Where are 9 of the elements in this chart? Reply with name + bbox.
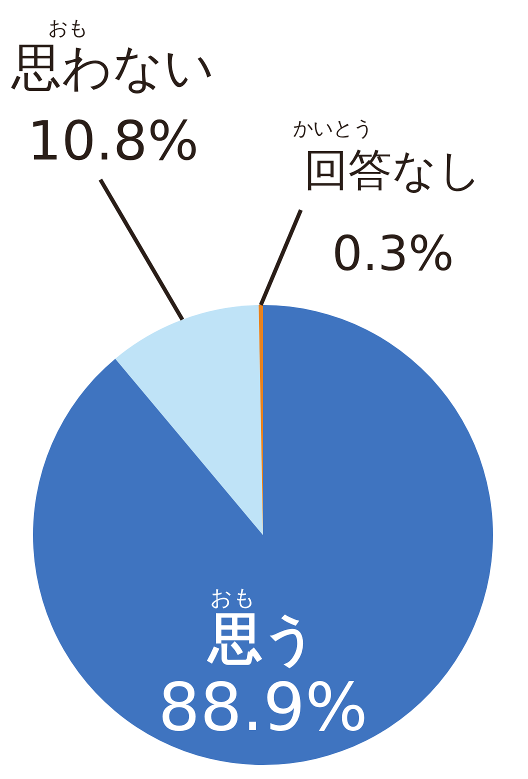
data-label: 10.8% — [27, 110, 199, 173]
pie-slice — [115, 305, 263, 535]
text: おも — [48, 16, 88, 40]
data-label: 88.9% — [158, 669, 368, 746]
slice-label: 思わない — [10, 38, 214, 97]
data-label: 0.3% — [332, 226, 454, 282]
text: かいとう — [293, 116, 373, 140]
slice-label: 回答なし — [304, 145, 482, 196]
pie-slice — [33, 305, 493, 765]
